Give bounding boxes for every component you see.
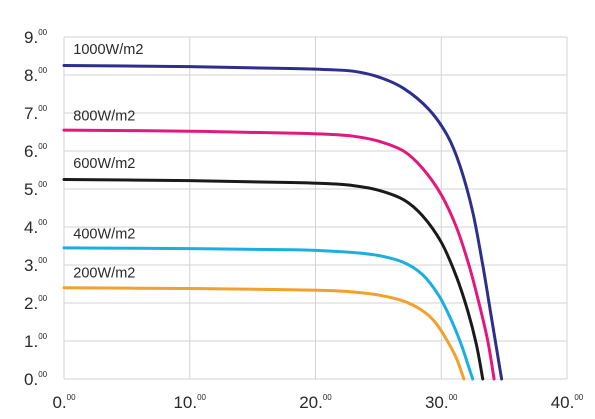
y-tick-label: 7.00	[24, 104, 48, 123]
y-tick-label: 8.00	[24, 66, 48, 85]
series-label: 600W/m2	[73, 156, 135, 172]
x-tick-label: 10.00	[173, 393, 206, 412]
y-tick-label: 4.00	[24, 218, 48, 237]
x-tick-label: 0.00	[52, 393, 76, 412]
y-axis-ticks: 0.00 1.00 2.00 3.00 4.00 5.00 6.00 7.00 8.00 9.00	[24, 28, 48, 389]
series-line-1000w-m2	[62, 64, 504, 381]
y-tick-label: 9.00	[24, 28, 48, 47]
grid	[63, 36, 568, 380]
series-lines	[62, 64, 504, 381]
x-tick-label: 40.00	[551, 393, 584, 412]
series-line-400w-m2	[62, 246, 475, 381]
series-label: 200W/m2	[73, 266, 135, 282]
y-tick-label: 6.00	[24, 142, 48, 161]
y-tick-label: 5.00	[24, 180, 48, 199]
series-line-200w-m2	[62, 286, 466, 381]
x-axis-ticks: 0.00 10.00 20.00 30.00 40.00	[52, 393, 583, 412]
x-tick-label: 20.00	[299, 393, 332, 412]
y-tick-label: 0.00	[24, 370, 48, 389]
y-tick-label: 3.00	[24, 256, 48, 275]
series-line-800w-m2	[62, 128, 496, 381]
series-line-600w-m2	[62, 178, 485, 381]
series-label: 1000W/m2	[73, 42, 143, 58]
series-label: 800W/m2	[73, 109, 135, 125]
series-labels: 1000W/m2 800W/m2 600W/m2 400W/m2 200W/m2	[73, 42, 143, 281]
series-label: 400W/m2	[73, 226, 135, 242]
y-tick-label: 1.00	[24, 332, 48, 351]
y-tick-label: 2.00	[24, 294, 48, 313]
x-tick-label: 30.00	[425, 393, 458, 412]
